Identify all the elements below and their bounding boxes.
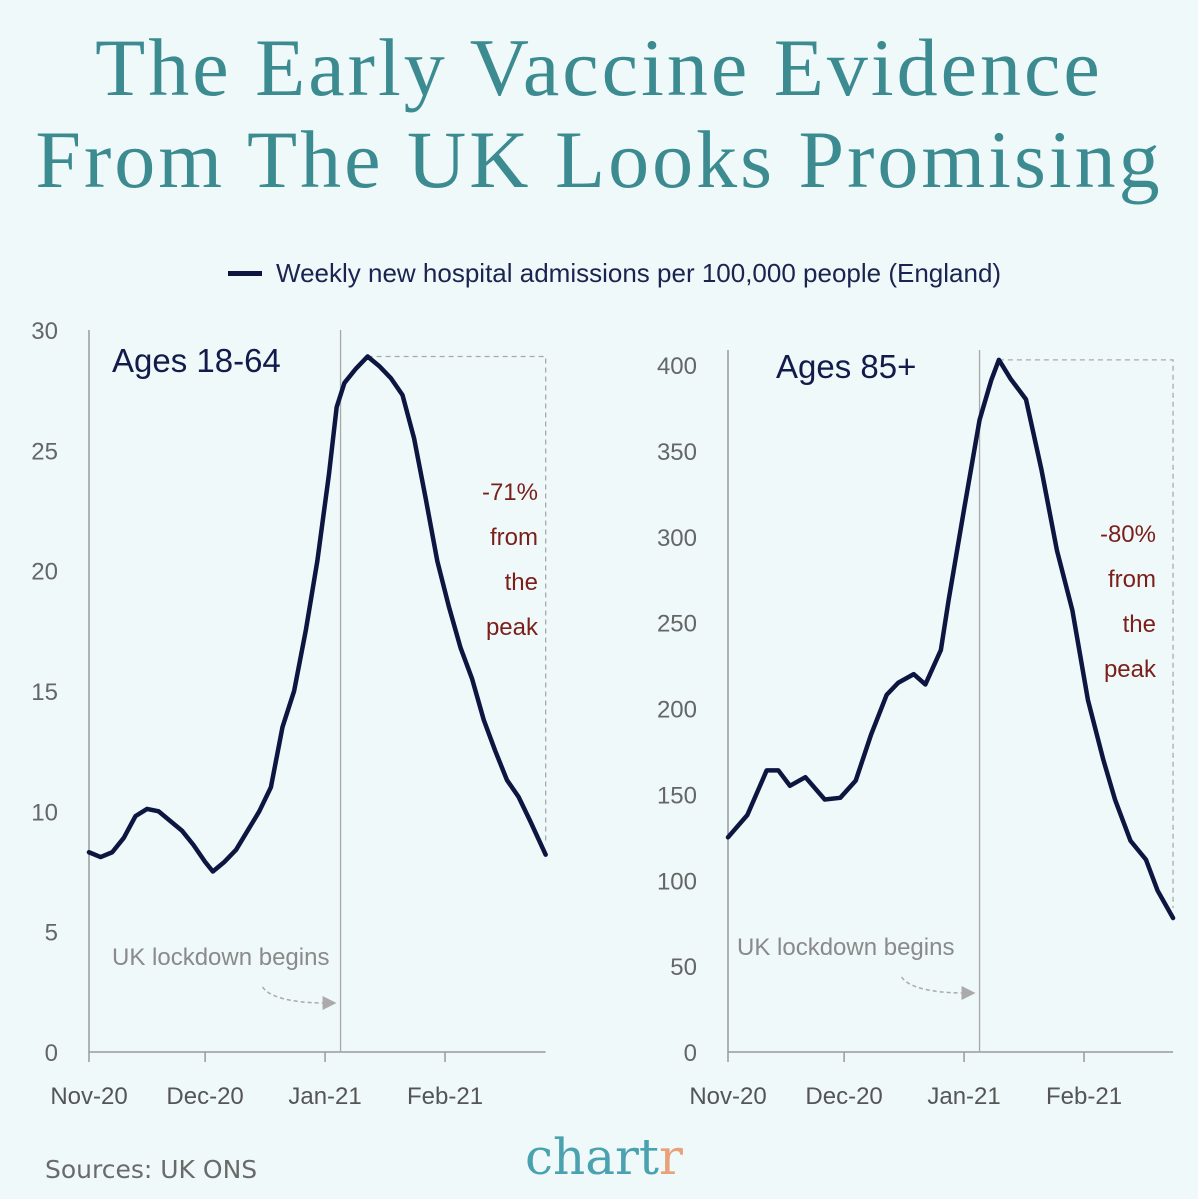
peak-annotation: the xyxy=(1123,611,1156,638)
peak-annotation: from xyxy=(1108,566,1156,593)
title-line-1: The Early Vaccine Evidence xyxy=(95,22,1103,113)
y-tick-label: 350 xyxy=(657,439,697,466)
peak-reference-box xyxy=(998,359,1174,909)
chartr-logo: chartr xyxy=(525,1128,683,1186)
y-tick-label: 200 xyxy=(657,697,697,724)
chart-title: The Early Vaccine Evidence From The UK L… xyxy=(0,22,1198,206)
series-line xyxy=(86,354,548,874)
peak-annotation: -80% xyxy=(1100,521,1156,548)
y-tick-label: 5 xyxy=(45,920,58,947)
y-tick-label: 400 xyxy=(657,353,697,380)
source-note: Sources: UK ONS xyxy=(45,1155,258,1184)
y-tick-label: 30 xyxy=(31,318,58,345)
x-tick-label: Jan-21 xyxy=(288,1083,361,1110)
peak-reference-box xyxy=(367,355,547,845)
y-tick-label: 300 xyxy=(657,525,697,552)
legend-swatch xyxy=(228,271,262,276)
lockdown-label: UK lockdown begins xyxy=(112,944,329,971)
y-tick-label: 50 xyxy=(670,954,697,981)
x-tick-label: Nov-20 xyxy=(689,1083,766,1110)
peak-annotation: peak xyxy=(486,614,539,641)
panel-title: Ages 85+ xyxy=(776,348,916,385)
y-tick-label: 15 xyxy=(31,679,58,706)
peak-annotation: from xyxy=(490,524,538,551)
title-line-2: From The UK Looks Promising xyxy=(35,114,1163,205)
y-tick-label: 10 xyxy=(31,799,58,826)
peak-annotation: the xyxy=(505,569,538,596)
y-tick-label: 150 xyxy=(657,782,697,809)
y-tick-label: 20 xyxy=(31,559,58,586)
arrow-head-icon xyxy=(322,996,337,1010)
lockdown-label: UK lockdown begins xyxy=(737,934,954,961)
y-tick-label: 0 xyxy=(684,1040,697,1067)
x-tick-label: Feb-21 xyxy=(1046,1083,1122,1110)
x-tick-label: Dec-20 xyxy=(805,1083,882,1110)
peak-annotation: peak xyxy=(1104,656,1157,683)
series-line xyxy=(725,357,1176,921)
lockdown-arrow xyxy=(261,986,323,1004)
legend-label: Weekly new hospital admissions per 100,0… xyxy=(276,258,1002,288)
x-tick-label: Feb-21 xyxy=(407,1083,483,1110)
x-tick-label: Dec-20 xyxy=(166,1083,243,1110)
peak-annotation: -71% xyxy=(482,479,538,506)
panel-title: Ages 18-64 xyxy=(112,342,281,379)
y-tick-label: 100 xyxy=(657,868,697,895)
y-tick-label: 0 xyxy=(45,1040,58,1067)
x-tick-label: Nov-20 xyxy=(50,1083,127,1110)
y-tick-label: 25 xyxy=(31,438,58,465)
lockdown-arrow xyxy=(900,976,962,994)
y-tick-label: 250 xyxy=(657,611,697,638)
arrow-head-icon xyxy=(961,986,976,1000)
x-tick-label: Jan-21 xyxy=(927,1083,1000,1110)
legend: Weekly new hospital admissions per 100,0… xyxy=(228,258,1001,289)
